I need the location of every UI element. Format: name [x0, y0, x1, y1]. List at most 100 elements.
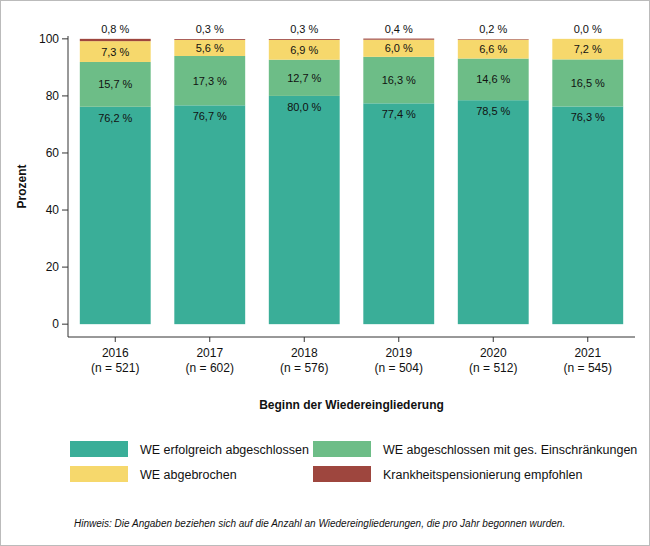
x-tick-label: 2017(n = 602): [186, 346, 234, 375]
bar-segment: [269, 60, 340, 96]
data-label: 78,5 %: [476, 105, 510, 117]
data-label: 6,0 %: [385, 42, 413, 54]
x-tick-label-line: 2019: [385, 346, 412, 360]
bar-segment: [174, 39, 245, 41]
bar-segment: [552, 106, 623, 324]
x-tick-label-line: (n = 504): [375, 361, 423, 375]
data-label: 17,3 %: [193, 75, 227, 87]
bar-segment: [363, 40, 434, 57]
x-tick: [304, 337, 305, 342]
y-tick: [62, 152, 68, 153]
y-tick-label: 60: [46, 146, 60, 160]
bar-segment: [80, 41, 151, 62]
x-tick-label-line: (n = 512): [469, 361, 517, 375]
data-labels: 76,2 %15,7 %7,3 %0,8 %76,7 %17,3 %5,6 %0…: [98, 23, 605, 124]
bar-segment: [363, 57, 434, 104]
legend-label: WE abgebrochen: [140, 468, 237, 482]
y-tick-label: 40: [46, 203, 60, 217]
data-label: 15,7 %: [98, 78, 132, 90]
bar-segment: [80, 39, 151, 41]
data-label: 77,4 %: [382, 108, 416, 120]
x-tick: [587, 337, 588, 342]
bar-segment: [458, 59, 529, 101]
bar-segment: [363, 39, 434, 40]
x-tick: [209, 337, 210, 342]
x-tick-label-line: 2018: [291, 346, 318, 360]
y-tick: [62, 210, 68, 211]
x-tick-label-line: 2021: [574, 346, 601, 360]
bars: [80, 39, 623, 325]
x-tick-label: 2016(n = 521): [91, 346, 139, 375]
data-label: 5,6 %: [196, 42, 224, 54]
legend-swatch: [313, 466, 371, 482]
data-label: 0,2 %: [479, 23, 507, 35]
y-axis-line: [68, 36, 69, 337]
x-tick-label: 2019(n = 504): [375, 346, 423, 375]
data-label: 76,3 %: [571, 111, 605, 123]
data-label: 6,9 %: [290, 44, 318, 56]
x-tick-label: 2020(n = 512): [469, 346, 517, 375]
data-label: 6,6 %: [479, 43, 507, 55]
bar-segment: [458, 40, 529, 59]
bar-segment: [174, 56, 245, 105]
legend-label: WE erfolgreich abgeschlossen: [140, 443, 309, 457]
bar-segment: [80, 107, 151, 324]
data-label: 0,4 %: [385, 23, 413, 35]
y-tick-label: 80: [46, 89, 60, 103]
y-tick-label: 20: [46, 260, 60, 274]
bar-segment: [174, 40, 245, 56]
legend: WE erfolgreich abgeschlossen WE abgeschlo…: [70, 441, 637, 482]
bar-segment: [363, 103, 434, 324]
bar-segment: [269, 39, 340, 41]
note: Hinweis: Die Angaben beziehen sich auf d…: [74, 518, 565, 529]
bar-segment: [458, 39, 529, 41]
x-tick-label-line: 2020: [480, 346, 507, 360]
data-label: 16,3 %: [382, 74, 416, 86]
x-tick-label: 2018(n = 576): [280, 346, 328, 375]
y-tick: [62, 38, 68, 39]
legend-label: Krankheitspensionierung empfohlen: [383, 468, 582, 482]
x-axis-title: Beginn der Wiedereingliederung: [259, 398, 444, 412]
y-axis-title: Prozent: [15, 164, 29, 208]
axes: 0204060801002016(n = 521)2017(n = 602)20…: [39, 32, 635, 375]
y-tick: [62, 324, 68, 325]
x-tick-label-line: 2017: [196, 346, 223, 360]
data-label: 16,5 %: [571, 77, 605, 89]
frame: [1, 1, 650, 546]
x-tick-label-line: (n = 521): [91, 361, 139, 375]
legend-swatch: [70, 466, 128, 482]
data-label: 0,0 %: [574, 23, 602, 35]
bar-segment: [552, 39, 623, 60]
bar-segment: [269, 96, 340, 324]
y-tick: [62, 95, 68, 96]
y-tick-label: 0: [52, 317, 59, 331]
x-tick: [398, 337, 399, 342]
data-label: 0,3 %: [290, 23, 318, 35]
data-label: 0,8 %: [101, 23, 129, 35]
data-label: 80,0 %: [287, 101, 321, 113]
x-tick: [115, 337, 116, 342]
data-label: 7,2 %: [574, 43, 602, 55]
data-label: 7,3 %: [101, 46, 129, 58]
bar-segment: [80, 62, 151, 107]
data-label: 0,3 %: [196, 23, 224, 35]
legend-swatch: [313, 441, 371, 457]
data-label: 76,7 %: [193, 110, 227, 122]
bar-segment: [458, 100, 529, 324]
data-label: 12,7 %: [287, 72, 321, 84]
bar-segment: [552, 38, 623, 39]
x-tick-label-line: 2016: [102, 346, 129, 360]
data-label: 14,6 %: [476, 73, 510, 85]
x-tick: [493, 337, 494, 342]
legend-swatch: [70, 441, 128, 457]
chart: 76,2 %15,7 %7,3 %0,8 %76,7 %17,3 %5,6 %0…: [0, 0, 650, 546]
bar-segment: [174, 105, 245, 324]
y-tick: [62, 267, 68, 268]
bar-segment: [269, 40, 340, 60]
x-tick-label-line: (n = 545): [564, 361, 612, 375]
y-tick-label: 100: [39, 32, 59, 46]
legend-label: WE abgeschlossen mit ges. Einschränkunge…: [383, 443, 637, 457]
x-tick-label: 2021(n = 545): [564, 346, 612, 375]
x-axis-line: [68, 337, 635, 338]
x-tick-label-line: (n = 576): [280, 361, 328, 375]
